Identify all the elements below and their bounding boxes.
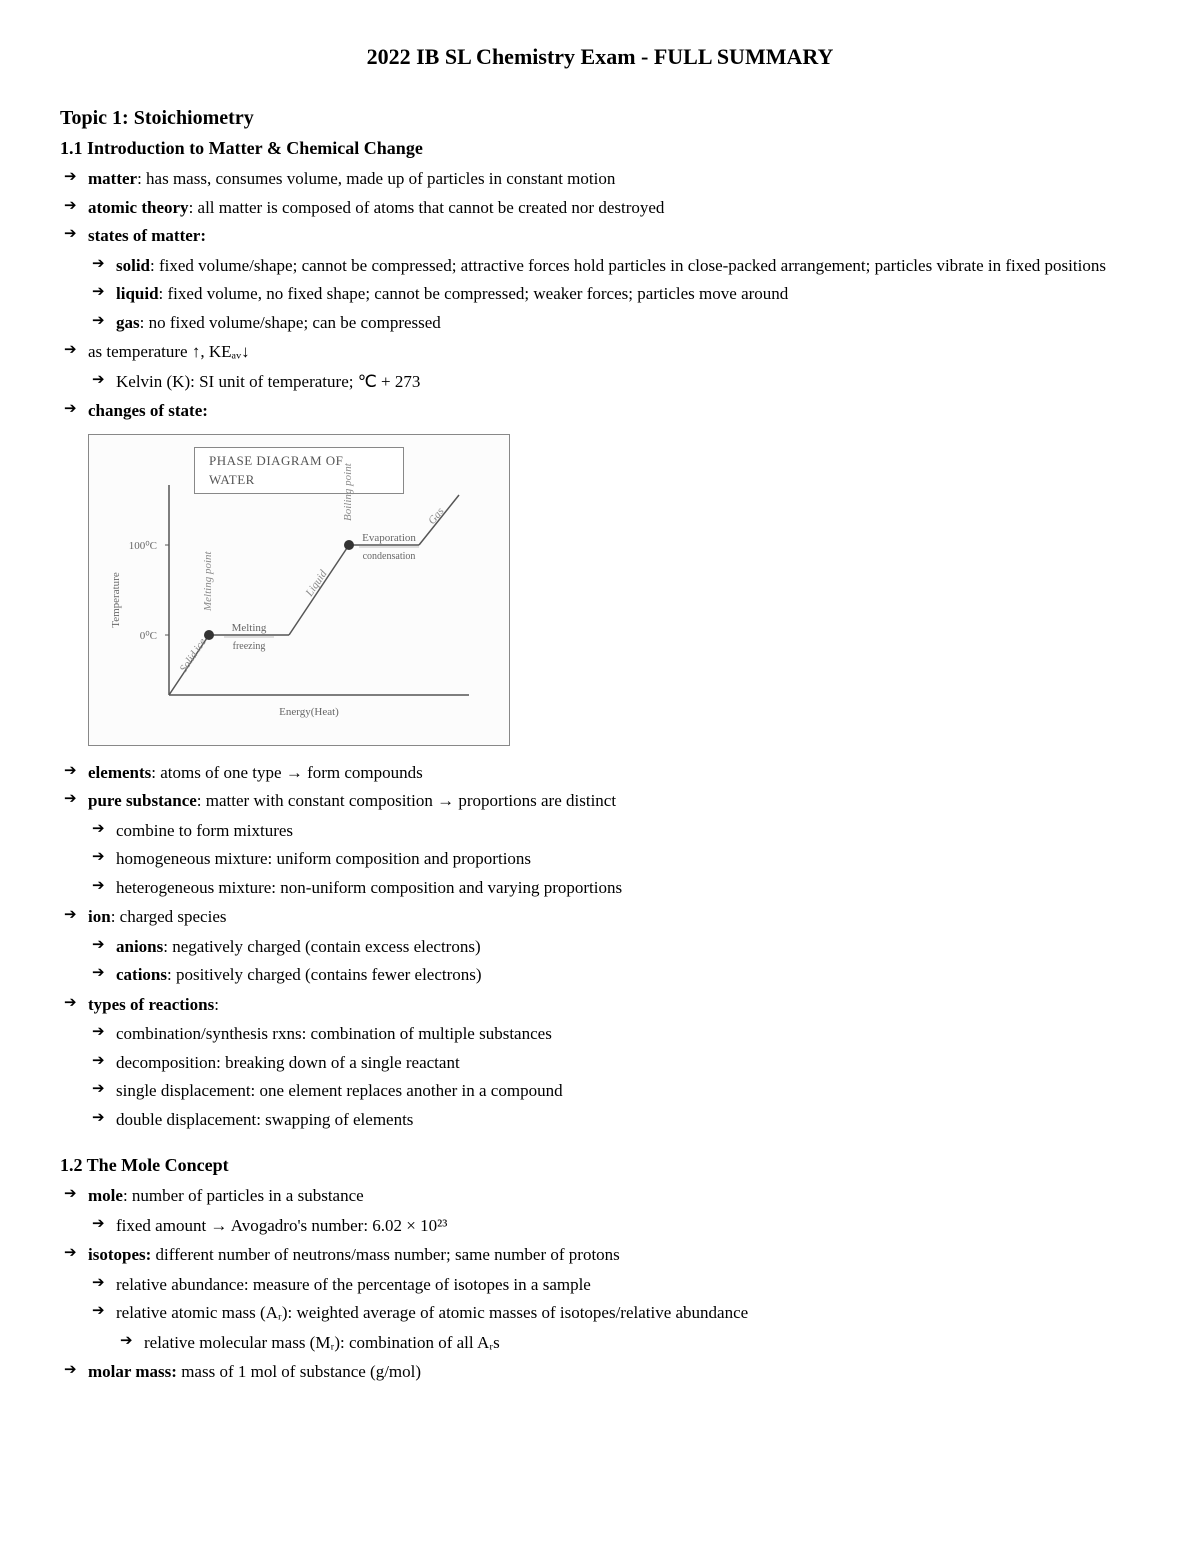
boiling-point-label: Boiling point <box>342 462 354 521</box>
xlabel: Energy(Heat) <box>279 706 339 718</box>
types-reactions-item: types of reactions: combination/synthesi… <box>88 992 1140 1133</box>
pure-def: : matter with constant composition → pro… <box>197 791 616 810</box>
condensation-label: condensation <box>363 551 416 562</box>
matter-term: matter <box>88 169 137 188</box>
section-1-1-heading: 1.1 Introduction to Matter & Chemical Ch… <box>60 135 1140 162</box>
states-item: states of matter: solid: fixed volume/sh… <box>88 223 1140 335</box>
matter-def: : has mass, consumes volume, made up of … <box>137 169 615 188</box>
mole-sublist: fixed amount → Avogadro's number: 6.02 ×… <box>88 1213 1140 1239</box>
y0-label: 0⁰C <box>140 630 157 642</box>
solid-term: solid <box>116 256 150 275</box>
anions-item: anions: negatively charged (contain exce… <box>116 934 1140 960</box>
kelvin-item: Kelvin (K): SI unit of temperature; ℃ + … <box>116 369 1140 395</box>
mole-def: : number of particles in a substance <box>123 1186 364 1205</box>
liquid-def: : fixed volume, no fixed shape; cannot b… <box>159 284 789 303</box>
gas-def: : no fixed volume/shape; can be compress… <box>140 313 441 332</box>
rxn4: double displacement: swapping of element… <box>116 1107 1140 1133</box>
phase-diagram: PHASE DIAGRAM OF WATER 100⁰C 0⁰C Tempera… <box>88 434 510 746</box>
states-sublist: solid: fixed volume/shape; cannot be com… <box>88 253 1140 336</box>
atomic-theory-item: atomic theory: all matter is composed of… <box>88 195 1140 221</box>
rxn2: decomposition: breaking down of a single… <box>116 1050 1140 1076</box>
atomic-def: : all matter is composed of atoms that c… <box>189 198 665 217</box>
states-term: states of matter: <box>88 226 206 245</box>
isotopes-def: different number of neutrons/mass number… <box>151 1245 620 1264</box>
reactions-sublist: combination/synthesis rxns: combination … <box>88 1021 1140 1132</box>
melting-point-label: Melting point <box>202 550 214 612</box>
diagram-svg: 100⁰C 0⁰C Temperature Energy(Heat) Solid… <box>89 435 509 745</box>
freezing-label: freezing <box>233 641 266 652</box>
liquid-item: liquid: fixed volume, no fixed shape; ca… <box>116 281 1140 307</box>
solid-item: solid: fixed volume/shape; cannot be com… <box>116 253 1140 279</box>
avogadro-item: fixed amount → Avogadro's number: 6.02 ×… <box>116 1213 1140 1239</box>
ion-def: : charged species <box>111 907 227 926</box>
iso-sub2-sublist: relative molecular mass (Mᵣ): combinatio… <box>116 1330 1140 1356</box>
pure-sub2: homogeneous mixture: uniform composition… <box>116 846 1140 872</box>
elements-term: elements <box>88 763 151 782</box>
iso-sub3: relative molecular mass (Mᵣ): combinatio… <box>144 1330 1140 1356</box>
y100-label: 100⁰C <box>129 540 157 552</box>
molar-term: molar mass: <box>88 1362 177 1381</box>
gas-label: Gas <box>426 505 446 526</box>
matter-item: matter: has mass, consumes volume, made … <box>88 166 1140 192</box>
temperature-item: as temperature ↑, KEₐᵥ↓ Kelvin (K): SI u… <box>88 339 1140 394</box>
temp-line: as temperature ↑, KEₐᵥ↓ <box>88 342 250 361</box>
isotopes-term: isotopes: <box>88 1245 151 1264</box>
section-1-1-list: matter: has mass, consumes volume, made … <box>60 166 1140 424</box>
types-term: types of reactions <box>88 995 214 1014</box>
iso-sub1: relative abundance: measure of the perce… <box>116 1272 1140 1298</box>
rxn3: single displacement: one element replace… <box>116 1078 1140 1104</box>
phase-diagram-container: PHASE DIAGRAM OF WATER 100⁰C 0⁰C Tempera… <box>88 434 1140 746</box>
iso-sub2-text: relative atomic mass (Aᵣ): weighted aver… <box>116 1303 748 1322</box>
cations-term: cations <box>116 965 167 984</box>
solid-def: : fixed volume/shape; cannot be compress… <box>150 256 1106 275</box>
pure-term: pure substance <box>88 791 197 810</box>
ylabel: Temperature <box>110 572 122 628</box>
elements-item: elements: atoms of one type → form compo… <box>88 760 1140 786</box>
pure-substance-item: pure substance: matter with constant com… <box>88 788 1140 900</box>
changes-item: changes of state: <box>88 398 1140 424</box>
elements-def: : atoms of one type → form compounds <box>151 763 423 782</box>
mole-item: mole: number of particles in a substance… <box>88 1183 1140 1238</box>
temp-sublist: Kelvin (K): SI unit of temperature; ℃ + … <box>88 369 1140 395</box>
isotopes-item: isotopes: different number of neutrons/m… <box>88 1242 1140 1355</box>
ion-sublist: anions: negatively charged (contain exce… <box>88 934 1140 988</box>
molar-def: mass of 1 mol of substance (g/mol) <box>177 1362 421 1381</box>
document-title: 2022 IB SL Chemistry Exam - FULL SUMMARY <box>60 40 1140 73</box>
evaporation-label: Evaporation <box>362 532 416 544</box>
cations-item: cations: positively charged (contains fe… <box>116 962 1140 988</box>
atomic-term: atomic theory <box>88 198 189 217</box>
mole-term: mole <box>88 1186 123 1205</box>
pure-sub1: combine to form mixtures <box>116 818 1140 844</box>
ion-item: ion: charged species anions: negatively … <box>88 904 1140 988</box>
rxn1: combination/synthesis rxns: combination … <box>116 1021 1140 1047</box>
pure-sub3: heterogeneous mixture: non-uniform compo… <box>116 875 1140 901</box>
ion-term: ion <box>88 907 111 926</box>
topic-1-heading: Topic 1: Stoichiometry <box>60 103 1140 133</box>
pure-sublist: combine to form mixtures homogeneous mix… <box>88 818 1140 901</box>
section-1-2-heading: 1.2 The Mole Concept <box>60 1152 1140 1179</box>
gas-item: gas: no fixed volume/shape; can be compr… <box>116 310 1140 336</box>
changes-term: changes of state: <box>88 401 208 420</box>
liquid-term: liquid <box>116 284 159 303</box>
gas-term: gas <box>116 313 140 332</box>
melting-label: Melting <box>232 622 267 634</box>
section-1-2-list: mole: number of particles in a substance… <box>60 1183 1140 1385</box>
cations-def: : positively charged (contains fewer ele… <box>167 965 482 984</box>
iso-sub2: relative atomic mass (Aᵣ): weighted aver… <box>116 1300 1140 1355</box>
solid-ice-label: Solid ice <box>178 636 209 674</box>
anions-def: : negatively charged (contain excess ele… <box>163 937 480 956</box>
section-1-1-list-cont: elements: atoms of one type → form compo… <box>60 760 1140 1133</box>
molar-mass-item: molar mass: mass of 1 mol of substance (… <box>88 1359 1140 1385</box>
types-colon: : <box>214 995 219 1014</box>
anions-term: anions <box>116 937 163 956</box>
isotopes-sublist: relative abundance: measure of the perce… <box>88 1272 1140 1356</box>
